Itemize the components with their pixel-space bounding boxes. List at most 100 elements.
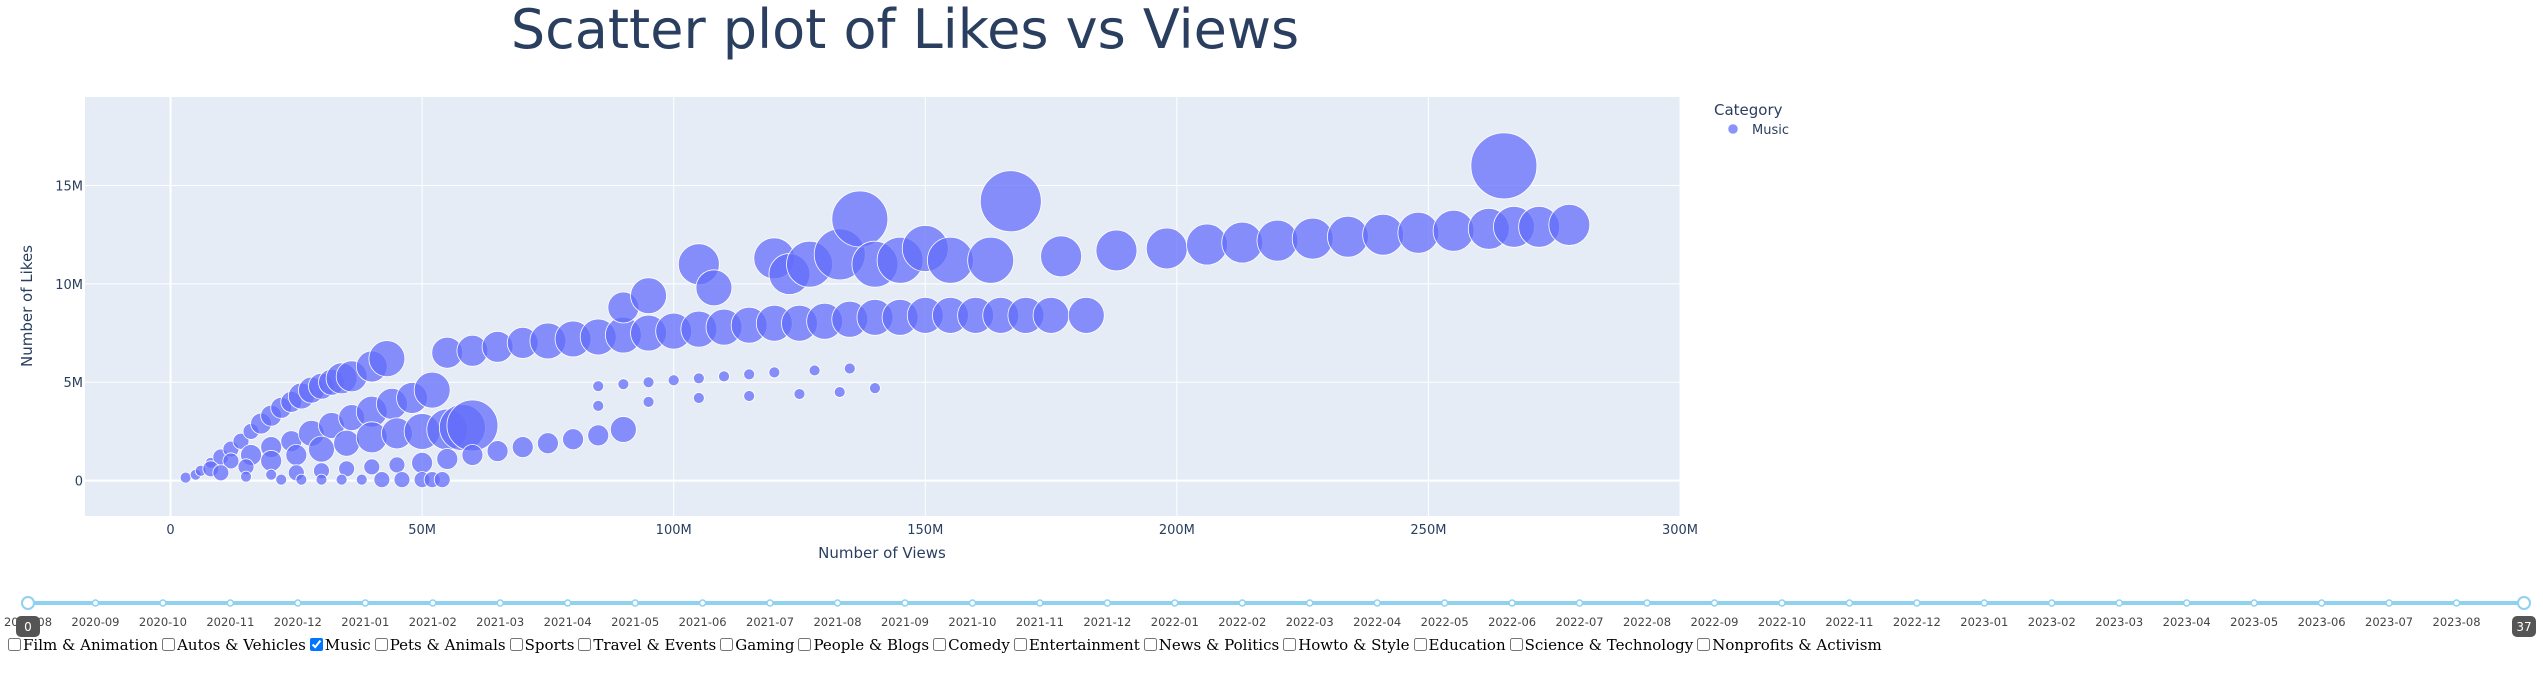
data-point [833,386,846,398]
slider-step-marker[interactable] [159,599,167,607]
data-point [630,277,667,315]
data-point [843,362,856,375]
slider-step-marker[interactable] [1036,599,1044,607]
filter-checkbox[interactable] [1013,638,1027,651]
data-point [1362,213,1405,256]
filter-music[interactable]: Music [309,636,371,654]
slider-step-marker[interactable] [1913,599,1921,607]
slider-step-marker[interactable] [2385,599,2393,607]
slider-step-marker[interactable] [698,599,707,607]
data-point [260,450,283,472]
slider-step-marker[interactable] [2452,599,2461,607]
filter-checkbox[interactable] [798,638,812,651]
slider-step-marker[interactable] [833,599,842,607]
slider-start-handle[interactable]: 0 [16,596,40,637]
filter-gaming[interactable]: Gaming [720,636,794,654]
slider-step-label: 2021-06 [679,615,727,629]
slider-step-marker[interactable] [1643,599,1651,607]
data-point [295,473,308,486]
filter-checkbox[interactable] [720,638,734,651]
y-tick-label: 0 [75,475,83,490]
filter-checkbox[interactable] [1143,638,1157,651]
data-point [692,392,705,404]
filter-checkbox[interactable] [8,638,21,651]
data-point [768,366,781,379]
filter-checkbox[interactable] [509,638,523,651]
filter-howto-style[interactable]: Howto & Style [1283,636,1410,654]
slider-step-marker[interactable] [766,599,774,607]
filter-checkbox[interactable] [374,638,388,651]
filter-checkbox[interactable] [1697,638,1711,651]
slider-step-marker[interactable] [1103,599,1112,607]
filter-checkbox[interactable] [1283,638,1297,651]
slider-step-marker[interactable] [2250,599,2258,607]
data-point [486,440,509,462]
slider-step-marker[interactable] [1305,599,1314,607]
filter-education[interactable]: Education [1413,636,1506,654]
filter-label: Gaming [735,636,795,654]
data-point [617,378,630,391]
slider-step-marker[interactable] [631,599,639,607]
slider-step-marker[interactable] [1238,599,1247,607]
y-axis-ticks: 0 5M 10M 15M [55,180,83,490]
slider-step-marker[interactable] [968,599,977,607]
slider-step-marker[interactable] [2048,599,2056,607]
slider-step-marker[interactable] [496,599,504,607]
legend-item-music[interactable]: Music [1727,123,1789,138]
slider-step-marker[interactable] [1440,599,1449,607]
data-point [831,190,889,248]
filter-pets-animals[interactable]: Pets & Animals [374,636,506,654]
slider-step-marker[interactable] [2182,599,2191,607]
data-point [808,364,821,377]
filter-science-technology[interactable]: Science & Technology [1509,636,1693,654]
filter-checkbox[interactable] [933,638,947,651]
slider-step-marker[interactable] [1575,599,1584,607]
filter-news-politics[interactable]: News & Politics [1143,636,1279,654]
slider-step-marker[interactable] [1508,599,1516,607]
slider-step-label: 2020-10 [139,615,187,629]
slider-step-marker[interactable] [294,599,302,607]
slider-step-marker[interactable] [226,599,235,607]
filter-checkbox[interactable] [1509,638,1523,651]
filter-people-blogs[interactable]: People & Blogs [798,636,929,654]
slider-step-marker[interactable] [1710,599,1719,607]
data-point [232,432,250,450]
slider-end-knob[interactable] [2517,596,2531,610]
data-points [179,132,1591,489]
filter-nonprofits-activism[interactable]: Nonprofits & Activism [1697,636,1882,654]
slider-step-marker[interactable] [2115,599,2123,607]
data-point [265,468,278,481]
slider-start-knob[interactable] [21,596,35,610]
slider-step-marker[interactable] [1778,599,1786,607]
data-point [1291,217,1334,260]
slider-start-tooltip [16,616,40,637]
slider-step-marker[interactable] [901,599,909,607]
y-tick-label: 15M [55,180,83,195]
slider-step-marker[interactable] [563,599,572,607]
slider-step-marker[interactable] [361,599,370,607]
filter-checkbox[interactable] [578,638,592,651]
slider-step-label: 2021-02 [409,615,457,629]
filter-checkbox[interactable] [162,638,176,651]
slider-step-marker[interactable] [1373,599,1381,607]
legend-marker [1727,123,1739,135]
filter-film-animation[interactable]: Film & Animation [8,636,158,654]
slider-step-marker[interactable] [1980,599,1989,607]
slider-step-marker[interactable] [429,599,437,607]
filter-checkbox[interactable] [309,638,323,651]
slider-end-handle[interactable]: 37 [2512,596,2536,637]
slider-step-marker[interactable] [1845,599,1854,607]
filter-sports[interactable]: Sports [509,636,574,654]
filter-checkbox[interactable] [1413,638,1427,651]
time-slider[interactable]: 2020-082020-092020-102020-112020-122021-… [0,590,2543,650]
filter-autos-vehicles[interactable]: Autos & Vehicles [162,636,306,654]
filter-comedy[interactable]: Comedy [933,636,1010,654]
slider-step-marker[interactable] [1171,599,1179,607]
slider-step-label: 2021-01 [341,615,389,629]
filter-entertainment[interactable]: Entertainment [1013,636,1140,654]
slider-step-label: 2023-02 [2028,615,2076,629]
slider-step-marker[interactable] [2317,599,2326,607]
x-tick-label: 150M [907,523,943,538]
slider-step-marker[interactable] [91,599,100,607]
filter-travel-events[interactable]: Travel & Events [578,636,716,654]
